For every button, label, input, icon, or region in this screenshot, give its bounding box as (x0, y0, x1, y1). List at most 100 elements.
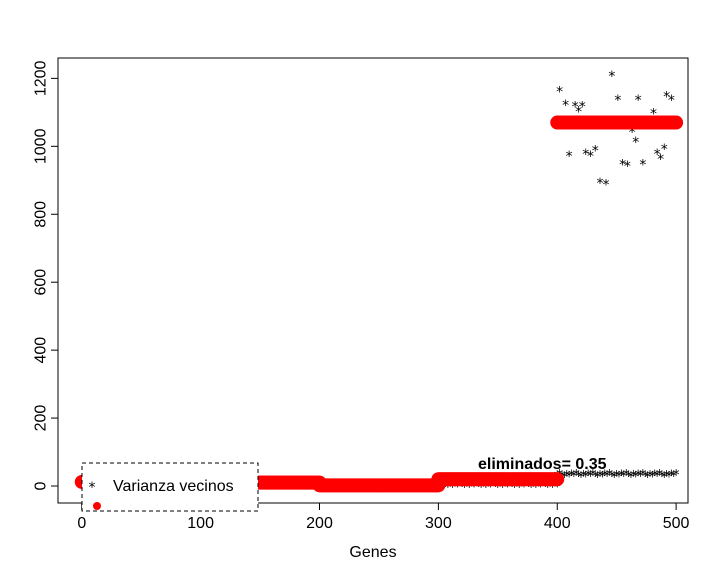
star-point: * (673, 468, 680, 484)
y-tick-label: 200 (33, 405, 50, 432)
star-point: * (528, 480, 535, 496)
star-point: * (566, 470, 573, 486)
star-point: * (459, 479, 466, 495)
star-point: * (566, 149, 573, 165)
star-point: * (532, 480, 539, 496)
star-point: * (665, 470, 672, 486)
star-point: * (663, 468, 670, 484)
star-point: * (466, 480, 473, 496)
star-point: * (599, 470, 606, 486)
star-point: * (632, 135, 639, 151)
star-point: * (650, 106, 657, 122)
star-point: * (616, 470, 623, 486)
star-point: * (632, 470, 639, 486)
star-point: * (602, 178, 609, 194)
star-point: * (575, 469, 582, 485)
star-point: * (449, 480, 456, 496)
star-point: * (592, 144, 599, 160)
star-point: * (582, 470, 589, 486)
star-point: * (608, 469, 615, 485)
star-point: * (589, 468, 596, 484)
star-point: * (487, 479, 494, 495)
star-point: * (582, 147, 589, 163)
x-tick-label: 500 (663, 515, 690, 532)
star-point: * (525, 479, 532, 495)
star-point: * (630, 468, 637, 484)
star-point: * (504, 479, 511, 495)
y-tick-label: 1200 (33, 60, 50, 96)
star-point: * (537, 479, 544, 495)
star-point: * (442, 479, 449, 495)
star-point: * (478, 480, 485, 496)
star-point: * (497, 479, 504, 495)
star-point: * (613, 468, 620, 484)
star-point: * (573, 468, 580, 484)
red-point (550, 472, 565, 487)
star-point: * (629, 125, 636, 141)
star-point: * (563, 468, 570, 484)
red-point (669, 115, 684, 130)
star-point: * (642, 469, 649, 485)
x-axis: 0 100 200 300 400 500 (77, 502, 690, 532)
star-point: * (668, 93, 675, 109)
star-point: * (606, 468, 613, 484)
star-point: * (547, 479, 554, 495)
star-point: * (494, 480, 501, 496)
series-layer: ****************************************… (74, 69, 684, 496)
star-point: * (614, 93, 621, 109)
star-point: * (556, 84, 563, 100)
star-point: * (454, 479, 461, 495)
star-point: * (579, 100, 586, 116)
star-point: * (561, 470, 568, 486)
y-tick-label: 400 (33, 337, 50, 364)
star-point: * (516, 480, 523, 496)
x-tick-label: 200 (306, 515, 333, 532)
star-point: * (635, 468, 642, 484)
star-point: * (618, 468, 625, 484)
star-point: * (654, 469, 661, 485)
star-point: * (572, 100, 579, 116)
star-point: * (587, 469, 594, 485)
star-point: * (663, 89, 670, 105)
star-point: * (657, 152, 664, 168)
star-point: * (658, 469, 665, 485)
star-point: * (601, 468, 608, 484)
legend-box (81, 462, 259, 512)
legend-marker-circle (93, 502, 101, 510)
star-point: * (587, 149, 594, 165)
star-point: * (597, 176, 604, 192)
star-point: * (554, 479, 561, 495)
star-point: * (656, 468, 663, 484)
star-point: * (608, 69, 615, 85)
x-tick-label: 400 (544, 515, 571, 532)
star-point: * (568, 468, 575, 484)
y-tick-label: 800 (33, 201, 50, 228)
star-point: * (639, 468, 646, 484)
x-tick-label: 100 (187, 515, 214, 532)
star-point: * (611, 470, 618, 486)
star-point: * (475, 479, 482, 495)
star-point: * (585, 468, 592, 484)
star-point: * (670, 469, 677, 485)
x-tick-label: 300 (425, 515, 452, 532)
y-tick-label: 1000 (33, 128, 50, 164)
star-point: * (544, 480, 551, 496)
star-point: * (637, 469, 644, 485)
star-point: * (575, 105, 582, 121)
star-point: * (651, 468, 658, 484)
star-point: * (463, 479, 470, 495)
star-point: * (447, 479, 454, 495)
legend-marker-star: * (89, 480, 96, 496)
star-point: * (604, 469, 611, 485)
star-point: * (594, 470, 601, 486)
star-point: * (530, 479, 537, 495)
star-point: * (620, 469, 627, 485)
star-point: * (480, 479, 487, 495)
y-tick-label: 0 (33, 481, 50, 490)
star-point: * (623, 468, 630, 484)
star-point: * (597, 468, 604, 484)
star-point: * (549, 480, 556, 496)
star-point: * (499, 480, 506, 496)
star-point: * (661, 142, 668, 158)
